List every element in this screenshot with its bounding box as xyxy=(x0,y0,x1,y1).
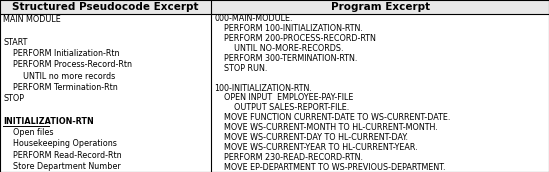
Text: PERFORM Initialization-Rtn: PERFORM Initialization-Rtn xyxy=(3,49,120,58)
Text: PERFORM 230-READ-RECORD-RTN.: PERFORM 230-READ-RECORD-RTN. xyxy=(214,153,363,162)
Bar xyxy=(211,0,549,14)
Text: Housekeeping Operations: Housekeeping Operations xyxy=(3,139,117,148)
Text: 000-MAIN-MODULE.: 000-MAIN-MODULE. xyxy=(214,14,293,23)
Text: MAIN MODULE: MAIN MODULE xyxy=(3,15,61,24)
Text: PERFORM 100-INITIALIZATION-RTN.: PERFORM 100-INITIALIZATION-RTN. xyxy=(214,24,363,33)
Text: STOP: STOP xyxy=(3,94,24,103)
Bar xyxy=(0,0,211,14)
Text: OUTPUT SALES-REPORT-FILE.: OUTPUT SALES-REPORT-FILE. xyxy=(214,103,350,112)
Text: Program Excerpt: Program Excerpt xyxy=(330,2,430,12)
Text: MOVE WS-CURRENT-DAY TO HL-CURRENT-DAY.: MOVE WS-CURRENT-DAY TO HL-CURRENT-DAY. xyxy=(214,133,408,142)
Text: Open files: Open files xyxy=(3,128,53,137)
Text: UNTIL no more records: UNTIL no more records xyxy=(3,72,115,80)
Text: START: START xyxy=(3,38,27,47)
Text: UNTIL NO-MORE-RECORDS.: UNTIL NO-MORE-RECORDS. xyxy=(214,44,344,53)
Text: INITIALIZATION-RTN: INITIALIZATION-RTN xyxy=(3,117,94,126)
Text: 100-INITIALIZATION-RTN.: 100-INITIALIZATION-RTN. xyxy=(214,84,312,93)
Text: MOVE WS-CURRENT-YEAR TO HL-CURRENT-YEAR.: MOVE WS-CURRENT-YEAR TO HL-CURRENT-YEAR. xyxy=(214,143,418,152)
Text: MOVE WS-CURRENT-MONTH TO HL-CURRENT-MONTH.: MOVE WS-CURRENT-MONTH TO HL-CURRENT-MONT… xyxy=(214,123,438,132)
Text: PERFORM 200-PROCESS-RECORD-RTN: PERFORM 200-PROCESS-RECORD-RTN xyxy=(214,34,376,43)
Text: PERFORM Read-Record-Rtn: PERFORM Read-Record-Rtn xyxy=(3,150,122,160)
Text: MOVE FUNCTION CURRENT-DATE TO WS-CURRENT-DATE.: MOVE FUNCTION CURRENT-DATE TO WS-CURRENT… xyxy=(214,113,451,122)
Text: STOP RUN.: STOP RUN. xyxy=(214,64,268,73)
Text: MOVE EP-DEPARTMENT TO WS-PREVIOUS-DEPARTMENT.: MOVE EP-DEPARTMENT TO WS-PREVIOUS-DEPART… xyxy=(214,163,446,171)
Text: PERFORM Termination-Rtn: PERFORM Termination-Rtn xyxy=(3,83,117,92)
Text: Store Department Number: Store Department Number xyxy=(3,162,121,171)
Text: PERFORM Process-Record-Rtn: PERFORM Process-Record-Rtn xyxy=(3,60,132,69)
Text: Structured Pseudocode Excerpt: Structured Pseudocode Excerpt xyxy=(13,2,199,12)
Text: PERFORM 300-TERMINATION-RTN.: PERFORM 300-TERMINATION-RTN. xyxy=(214,54,358,63)
Text: OPEN INPUT  EMPLOYEE-PAY-FILE: OPEN INPUT EMPLOYEE-PAY-FILE xyxy=(214,93,354,103)
